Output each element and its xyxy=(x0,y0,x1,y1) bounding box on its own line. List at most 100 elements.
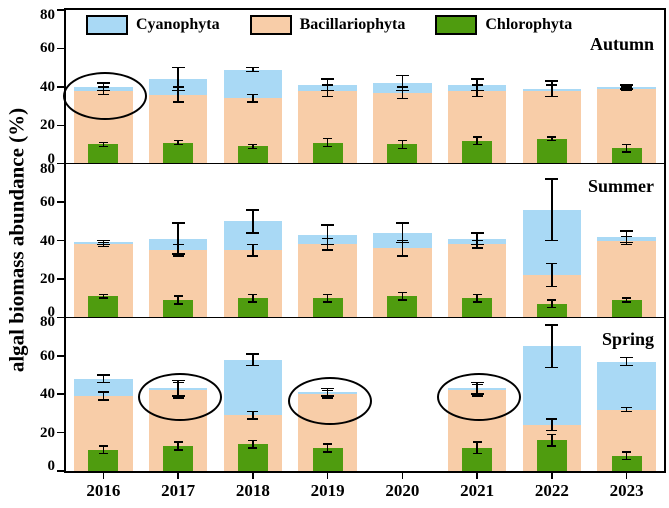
error-bar-bacillariophyta-2023 xyxy=(625,407,628,412)
error-cap-top-cyanophyta-2021 xyxy=(470,232,484,234)
y-tick xyxy=(57,124,64,126)
error-cap-top-bacillariophyta-2023 xyxy=(621,86,633,88)
error-bar-chlorophyta-2017 xyxy=(177,296,179,304)
error-cap-bottom-chlorophyta-2020 xyxy=(397,299,407,301)
panel-label-autumn: Autumn xyxy=(589,34,654,54)
error-cap-bottom-bacillariophyta-2019 xyxy=(322,95,334,98)
error-bar-chlorophyta-2017 xyxy=(177,442,179,450)
error-cap-bottom-chlorophyta-2016 xyxy=(98,145,108,148)
bar-chlorophyta-2019 xyxy=(312,447,343,471)
error-cap-top-bacillariophyta-2018 xyxy=(247,410,259,413)
bar-chlorophyta-2020 xyxy=(387,296,418,318)
y-tick-label: 60 xyxy=(40,194,55,211)
y-tick xyxy=(57,239,64,242)
y-tick xyxy=(57,47,64,50)
error-cap-bottom-chlorophyta-2019 xyxy=(323,451,333,453)
error-cap-bottom-chlorophyta-2017 xyxy=(173,449,183,451)
error-bar-chlorophyta-2022 xyxy=(551,136,553,141)
bar-chlorophyta-2019 xyxy=(312,298,343,318)
y-tick xyxy=(57,9,64,11)
error-bar-bacillariophyta-2022 xyxy=(551,263,553,287)
error-bar-cyanophyta-2023 xyxy=(625,357,628,366)
error-cap-bottom-chlorophyta-2021 xyxy=(472,301,482,303)
error-cap-bottom-bacillariophyta-2017 xyxy=(172,255,184,257)
bar-chlorophyta-2018 xyxy=(237,146,268,164)
error-cap-bottom-bacillariophyta-2021 xyxy=(471,95,483,98)
error-cap-top-cyanophyta-2016 xyxy=(96,239,110,242)
error-bar-chlorophyta-2020 xyxy=(401,140,404,149)
bar-chlorophyta-2019 xyxy=(312,142,343,164)
error-cap-top-bacillariophyta-2019 xyxy=(322,237,334,240)
error-bar-bacillariophyta-2016 xyxy=(102,392,105,400)
y-tick-label: 0 xyxy=(47,304,56,321)
y-tick xyxy=(57,393,64,395)
bar-chlorophyta-2022 xyxy=(536,138,567,164)
circle-annotation-autumn-2016 xyxy=(63,71,148,120)
error-cap-top-chlorophyta-2023 xyxy=(622,297,632,299)
error-cap-bottom-bacillariophyta-2023 xyxy=(621,243,633,246)
error-bar-cyanophyta-2020 xyxy=(401,223,404,243)
y-tick-label: 20 xyxy=(40,424,55,441)
error-bar-bacillariophyta-2017 xyxy=(177,244,179,256)
legend-item-chlorophyta: Chlorophyta xyxy=(435,15,572,35)
x-tick-label-2019: 2019 xyxy=(310,481,345,500)
error-bar-cyanophyta-2016 xyxy=(102,374,105,383)
error-bar-cyanophyta-2021 xyxy=(476,232,478,245)
y-tick-label: 60 xyxy=(40,40,55,57)
error-bar-bacillariophyta-2022 xyxy=(551,84,553,97)
error-cap-bottom-chlorophyta-2020 xyxy=(397,147,407,150)
y-tick-label: 20 xyxy=(40,270,55,287)
x-tick xyxy=(625,473,628,479)
error-cap-bottom-cyanophyta-2022 xyxy=(545,366,559,369)
error-cap-top-cyanophyta-2023 xyxy=(620,230,634,232)
error-bar-chlorophyta-2018 xyxy=(252,294,254,302)
error-cap-top-bacillariophyta-2016 xyxy=(97,391,109,393)
error-bar-cyanophyta-2018 xyxy=(252,67,254,72)
error-cap-bottom-cyanophyta-2023 xyxy=(620,364,634,367)
x-tick xyxy=(177,473,179,479)
error-cap-bottom-chlorophyta-2022 xyxy=(547,139,557,142)
y-tick xyxy=(57,470,64,472)
error-cap-bottom-bacillariophyta-2017 xyxy=(172,101,184,103)
error-cap-top-bacillariophyta-2022 xyxy=(546,418,558,420)
error-bar-bacillariophyta-2020 xyxy=(401,240,404,256)
error-cap-top-cyanophyta-2020 xyxy=(395,74,409,77)
error-cap-bottom-bacillariophyta-2023 xyxy=(621,89,633,92)
bar-chlorophyta-2018 xyxy=(237,298,268,318)
bar-chlorophyta-2016 xyxy=(88,144,119,164)
error-cap-top-bacillariophyta-2022 xyxy=(546,84,558,86)
error-bar-chlorophyta-2016 xyxy=(102,294,105,299)
error-cap-top-cyanophyta-2023 xyxy=(620,84,634,86)
error-cap-top-chlorophyta-2020 xyxy=(397,139,407,142)
error-cap-bottom-bacillariophyta-2016 xyxy=(97,399,109,401)
error-cap-bottom-chlorophyta-2018 xyxy=(248,301,258,303)
error-cap-top-bacillariophyta-2021 xyxy=(471,84,483,86)
error-bar-bacillariophyta-2018 xyxy=(252,244,254,256)
error-bar-bacillariophyta-2021 xyxy=(476,240,478,249)
error-bar-bacillariophyta-2018 xyxy=(252,94,254,103)
error-cap-top-chlorophyta-2021 xyxy=(472,136,482,138)
y-tick-label: 80 xyxy=(40,314,55,331)
circle-annotation-spring-2021 xyxy=(437,373,522,422)
error-cap-bottom-bacillariophyta-2022 xyxy=(546,285,558,288)
error-bar-chlorophyta-2016 xyxy=(102,142,105,147)
error-cap-top-bacillariophyta-2019 xyxy=(322,84,334,86)
error-cap-top-cyanophyta-2017 xyxy=(171,222,185,224)
error-cap-bottom-chlorophyta-2023 xyxy=(622,458,632,461)
error-cap-top-chlorophyta-2019 xyxy=(323,137,333,140)
y-tick xyxy=(57,86,64,88)
error-cap-bottom-cyanophyta-2022 xyxy=(545,239,559,242)
error-cap-top-chlorophyta-2019 xyxy=(323,293,333,296)
x-tick xyxy=(102,473,105,479)
error-cap-bottom-bacillariophyta-2022 xyxy=(546,95,558,98)
x-tick-label-2017: 2017 xyxy=(161,481,196,500)
error-cap-top-cyanophyta-2023 xyxy=(620,356,634,359)
error-bar-chlorophyta-2019 xyxy=(326,444,329,452)
error-cap-top-chlorophyta-2016 xyxy=(98,141,108,144)
y-tick xyxy=(57,201,64,203)
panel-separator xyxy=(66,162,664,165)
bar-chlorophyta-2016 xyxy=(88,296,119,318)
x-tick-label-2022: 2022 xyxy=(534,481,569,500)
error-cap-bottom-chlorophyta-2017 xyxy=(173,303,183,305)
error-cap-top-bacillariophyta-2018 xyxy=(247,243,259,246)
